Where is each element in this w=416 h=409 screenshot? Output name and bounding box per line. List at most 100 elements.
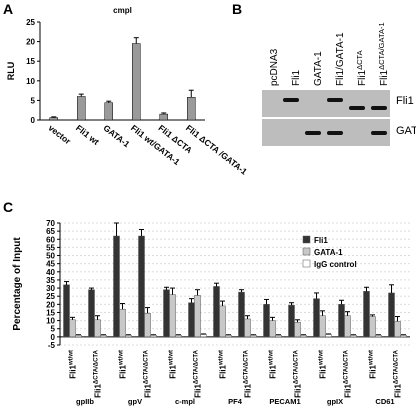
rotated-label: Fli1ΔCTA/ΔCTA <box>394 349 403 398</box>
rotated-label: Fli1wt/wt <box>119 350 128 379</box>
bar <box>344 315 351 338</box>
bar <box>138 235 145 338</box>
bar <box>394 321 401 338</box>
bar <box>132 43 141 121</box>
rotated-label: GATA-1 <box>313 51 324 86</box>
rotated-label: Fli1wt/wt <box>219 350 228 379</box>
group-label: PF4 <box>228 397 243 406</box>
bar <box>375 334 382 338</box>
label-sup: wt/wt <box>319 350 325 366</box>
y-tick-label: 0 <box>51 333 56 342</box>
label-text: Fli1 <box>344 384 353 398</box>
label-sup: ΔCTA/GATA-1 <box>377 22 386 70</box>
y-tick-label: 45 <box>46 260 55 269</box>
label-sup: ΔCTA/ΔCTA <box>144 349 150 384</box>
rotated-label: Fli1 <box>291 69 302 86</box>
label-text: pcDNA3 <box>269 48 280 86</box>
bar <box>100 334 107 338</box>
y-tick-label: 25 <box>26 18 35 27</box>
bar <box>144 313 151 338</box>
label-sup: ΔCTA <box>355 50 364 69</box>
bar <box>388 292 395 338</box>
bar <box>319 315 326 338</box>
blot-strip <box>262 119 390 146</box>
y-tick-label: 0 <box>31 116 36 125</box>
bar <box>188 302 195 338</box>
rotated-label: Fli1ΔCTA/ΔCTA <box>194 349 203 398</box>
blot-row-label: GATA-1 <box>396 125 416 137</box>
label-text: Fli1 <box>294 384 303 398</box>
legend-swatch <box>302 259 311 268</box>
rotated-label: Fli1wt/wt <box>319 350 328 379</box>
label-sup: ΔCTA/ΔCTA <box>94 349 100 384</box>
rotated-label: Fli1/GATA-1 <box>335 32 346 86</box>
bar <box>219 305 226 338</box>
label-sup: wt/wt <box>269 350 275 366</box>
bar <box>294 321 301 338</box>
rotated-label: Fli1ΔCTA/ΔCTA <box>144 349 153 398</box>
panel-label: B <box>232 1 242 17</box>
group-label: CD61 <box>375 397 394 406</box>
label-text: Fli1 <box>219 364 228 378</box>
y-tick-label: 5 <box>31 96 36 105</box>
blot-row-label: Fli1 <box>396 95 414 107</box>
label-text: Fli1 <box>119 364 128 378</box>
y-tick-label: 15 <box>26 57 35 66</box>
rotated-label: Fli1ΔCTA/GATA-1 <box>377 22 390 86</box>
label-text: Fli1 <box>319 364 328 378</box>
label-text: GATA-1 <box>313 51 324 86</box>
group-label: gpIIb <box>76 397 94 406</box>
y-tick-label: 20 <box>46 300 55 309</box>
legend-swatch <box>302 247 311 256</box>
bar <box>300 334 307 338</box>
bar <box>75 334 82 338</box>
y-tick-label: -5 <box>48 341 56 350</box>
bar <box>400 334 407 338</box>
rotated-label: Fli1ΔCTA <box>355 50 368 86</box>
label-text: Fli1 <box>244 384 253 398</box>
panel-label: A <box>3 1 13 17</box>
bar <box>49 117 58 121</box>
bar <box>77 96 86 121</box>
y-tick-label: 35 <box>46 276 55 285</box>
rotated-label: Fli1ΔCTA/ΔCTA <box>94 349 103 398</box>
blot-bands <box>283 98 387 135</box>
y-axis-label: Percentage of Input <box>12 237 23 331</box>
label-text: Fli1 <box>394 384 403 398</box>
rotated-label: pcDNA3 <box>269 48 280 86</box>
legend-swatch <box>302 235 311 244</box>
bar <box>169 294 176 338</box>
bar <box>275 334 282 338</box>
x-tick-label: vector <box>47 123 74 147</box>
bar <box>104 102 113 121</box>
y-tick-label: 60 <box>46 235 55 244</box>
label-sup: ΔCTA/ΔCTA <box>294 349 300 384</box>
y-tick-label: 70 <box>46 219 55 228</box>
label-text: Fli1 <box>144 384 153 398</box>
y-axis-label: RLU <box>6 62 16 81</box>
bar <box>238 291 245 338</box>
bar <box>69 319 76 338</box>
bar <box>363 291 370 338</box>
group-label: gpV <box>128 397 142 406</box>
legend-label: IgG control <box>314 260 357 269</box>
legend-label: Fli1 <box>314 236 328 245</box>
bar <box>187 97 196 121</box>
bar <box>213 286 220 338</box>
label-text: Fli1 <box>94 384 103 398</box>
label-sup: wt/wt <box>219 350 225 366</box>
label-sup: ΔCTA/ΔCTA <box>244 349 250 384</box>
label-text: Fli1 <box>169 364 178 378</box>
label-sup: ΔCTA/ΔCTA <box>344 349 350 384</box>
bar <box>159 113 168 121</box>
label-text: Fli1 <box>369 364 378 378</box>
label-text: Fli1 <box>69 364 78 378</box>
bar <box>88 289 95 338</box>
y-tick-label: 5 <box>51 325 56 334</box>
bar <box>288 304 295 338</box>
label-sup: ΔCTA/ΔCTA <box>194 349 200 384</box>
bar <box>119 308 126 338</box>
y-tick-label: 30 <box>46 284 55 293</box>
x-tick-label: Fli1 wt/GATA-1 <box>129 123 182 167</box>
bar <box>125 334 132 338</box>
